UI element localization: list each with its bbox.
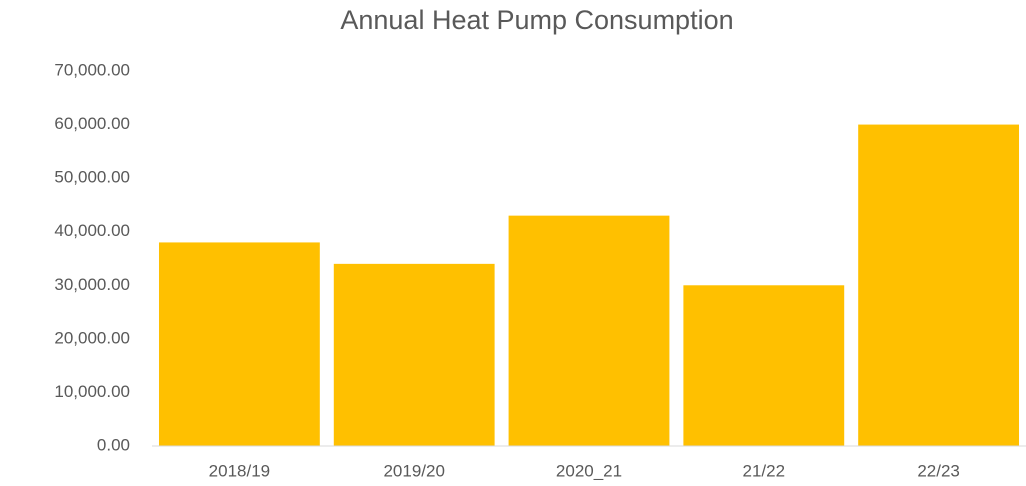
- x-tick-label: 2018/19: [209, 461, 270, 480]
- bar: [683, 285, 845, 446]
- y-tick-label: 30,000.00: [54, 275, 130, 294]
- bar: [858, 124, 1020, 447]
- bar: [333, 263, 495, 446]
- y-tick-label: 70,000.00: [54, 60, 130, 79]
- y-tick-label: 50,000.00: [54, 168, 130, 187]
- bar: [158, 242, 320, 446]
- x-tick-label: 22/23: [917, 461, 960, 480]
- y-tick-label: 40,000.00: [54, 221, 130, 240]
- y-tick-label: 20,000.00: [54, 328, 130, 347]
- bar: [508, 215, 670, 446]
- y-tick-label: 10,000.00: [54, 382, 130, 401]
- x-tick-label: 2019/20: [383, 461, 444, 480]
- x-tick-label: 21/22: [743, 461, 786, 480]
- chart-title: Annual Heat Pump Consumption: [340, 5, 733, 35]
- y-tick-label: 0.00: [97, 435, 130, 454]
- y-tick-label: 60,000.00: [54, 114, 130, 133]
- x-tick-label: 2020_21: [556, 461, 622, 480]
